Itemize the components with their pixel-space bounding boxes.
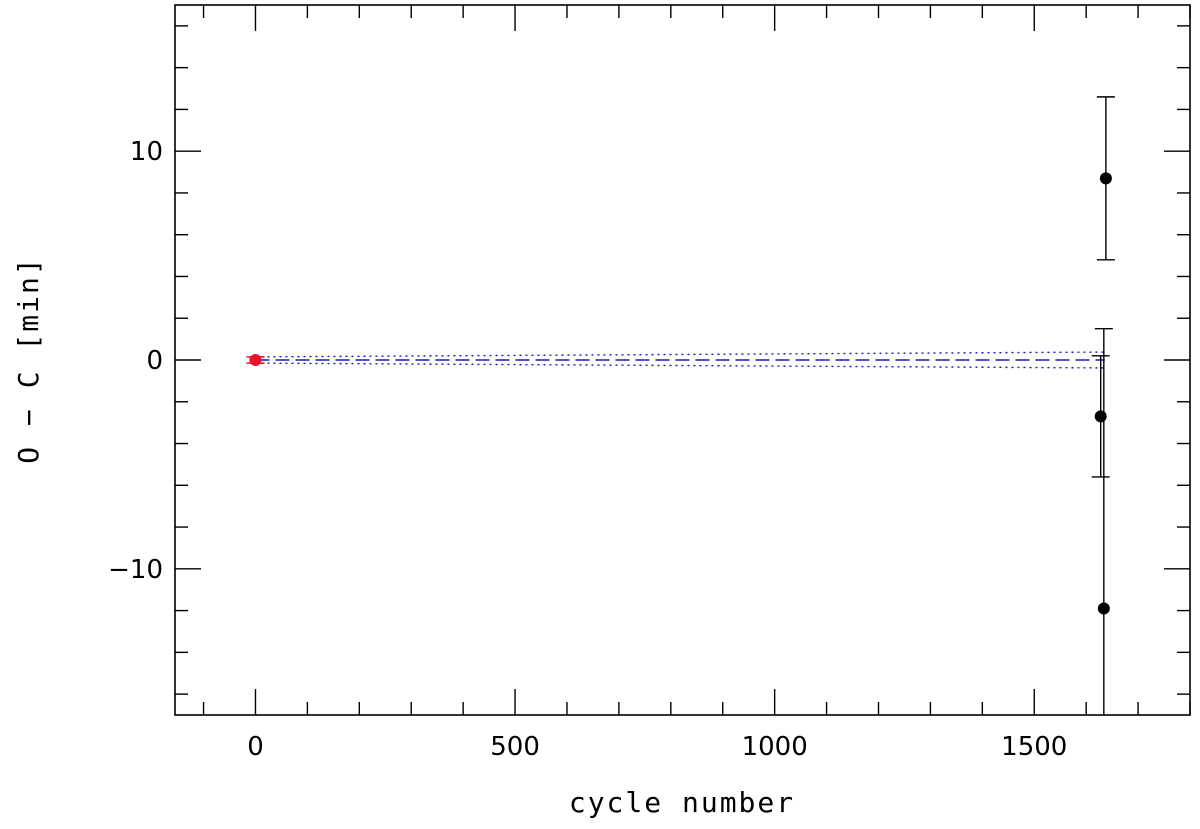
- x-tick-label: 1000: [742, 732, 808, 762]
- data-points: [246, 96, 1115, 715]
- axis-tick-labels: 0 500 1000 1500 −10 0 10: [108, 137, 1067, 762]
- fit-bound-line: [255, 362, 1105, 369]
- axis-ticks: [175, 5, 1191, 715]
- y-axis-label: O − C [min]: [12, 256, 45, 463]
- fit-lines: [255, 351, 1105, 369]
- y-tick-label: 10: [130, 137, 163, 167]
- x-tick-label: 0: [247, 732, 264, 762]
- x-tick-label: 500: [490, 732, 540, 762]
- data-point: [249, 354, 262, 366]
- data-point: [1099, 172, 1112, 185]
- x-axis-label: cycle number: [569, 786, 795, 819]
- fit-bound-line: [255, 351, 1105, 358]
- data-point: [1097, 602, 1110, 615]
- y-tick-label: 0: [146, 346, 163, 376]
- y-tick-label: −10: [108, 555, 163, 585]
- data-point: [1094, 410, 1107, 423]
- x-tick-label: 1500: [1001, 732, 1067, 762]
